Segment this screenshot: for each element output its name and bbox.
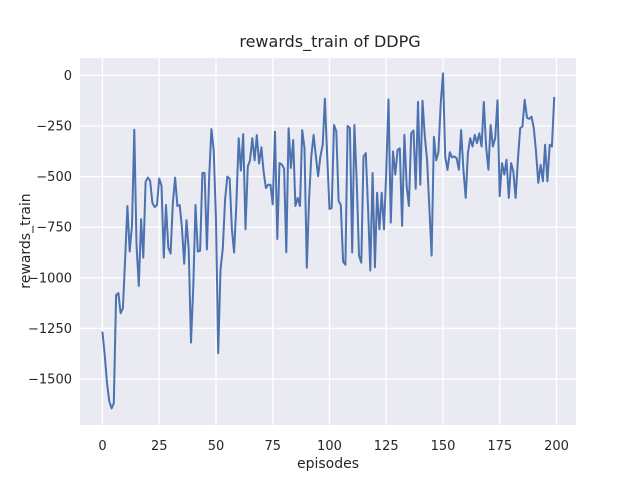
x-tick-label: 125: [374, 439, 399, 454]
x-tick-label: 150: [431, 439, 456, 454]
x-tick-label: 175: [487, 439, 512, 454]
x-tick-labels: 0 25 50 75 100 125 150 175 200: [98, 439, 569, 454]
y-tick-label: −250: [36, 120, 72, 135]
y-tick-labels: 0 −250 −500 −750 −1000 −1250 −1500: [28, 69, 72, 388]
x-tick-label: 75: [264, 439, 281, 454]
chart-title: rewards_train of DDPG: [239, 32, 420, 52]
x-tick-label: 50: [208, 439, 225, 454]
y-tick-label: −1500: [28, 373, 72, 388]
x-tick-label: 0: [98, 439, 106, 454]
y-tick-label: −1000: [28, 271, 72, 286]
y-tick-label: −500: [36, 170, 72, 185]
gridlines: [80, 58, 576, 425]
y-tick-label: −1250: [28, 322, 72, 337]
x-tick-label: 25: [151, 439, 168, 454]
y-tick-label: 0: [64, 69, 72, 84]
x-axis-label: episodes: [297, 456, 359, 472]
plot-area: [80, 58, 576, 425]
x-tick-label: 100: [317, 439, 342, 454]
x-tick-label: 200: [544, 439, 569, 454]
y-tick-label: −750: [36, 221, 72, 236]
y-axis-label: rewards_train: [18, 193, 34, 288]
series-line-rewards-train: [101, 72, 556, 410]
